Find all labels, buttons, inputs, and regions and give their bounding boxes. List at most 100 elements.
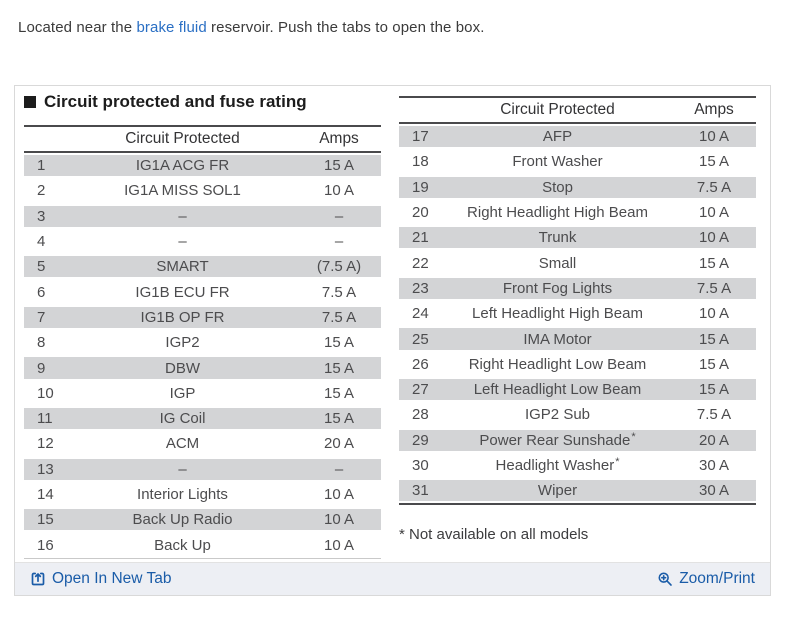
row-number: 2 bbox=[37, 182, 46, 200]
table-row: 29 Power Rear Sunshade* 20 A bbox=[399, 427, 756, 453]
amps-value: – bbox=[334, 207, 344, 225]
circuit-name: Back Up bbox=[154, 536, 211, 554]
circuit-name: Wiper bbox=[537, 482, 578, 500]
row-number: 27 bbox=[412, 381, 429, 399]
open-in-new-tab-link[interactable]: Open In New Tab bbox=[30, 570, 171, 588]
footnote-asterisk: * bbox=[615, 456, 620, 468]
row-number: 19 bbox=[412, 178, 429, 196]
amps-value: 7.5 A bbox=[696, 406, 732, 424]
table-row: 22 Small 15 A bbox=[399, 250, 756, 275]
table-row: 12 ACM 20 A bbox=[24, 431, 381, 456]
amps-value: 15 A bbox=[323, 334, 355, 352]
amps-value: 10 A bbox=[323, 511, 355, 529]
circuit-name: IGP2 bbox=[165, 334, 200, 352]
panel-title: Circuit protected and fuse rating bbox=[24, 92, 307, 112]
table-row: 28 IGP2 Sub 7.5 A bbox=[399, 402, 756, 427]
table-row: 11 IG Coil 15 A bbox=[24, 405, 381, 432]
circuit-name: Trunk bbox=[538, 229, 577, 247]
row-number: 22 bbox=[412, 254, 429, 272]
circuit-name: Front Fog Lights bbox=[502, 279, 613, 297]
table-row: 17 AFP 10 A bbox=[399, 124, 756, 150]
table-row: 26 Right Headlight Low Beam 15 A bbox=[399, 352, 756, 377]
circuit-name: Interior Lights bbox=[137, 486, 228, 503]
amps-value: 15 A bbox=[698, 153, 730, 171]
table-row: 15 Back Up Radio 10 A bbox=[24, 507, 381, 533]
amps-value: 15 A bbox=[323, 157, 355, 175]
row-number: 1 bbox=[37, 157, 46, 175]
circuit-name: Power Rear Sunshade* bbox=[479, 430, 636, 449]
zoom-print-link[interactable]: Zoom/Print bbox=[657, 570, 755, 588]
amps-value: 15 A bbox=[698, 381, 730, 399]
table-row: 23 Front Fog Lights 7.5 A bbox=[399, 275, 756, 302]
footnote-asterisk: * bbox=[631, 430, 636, 443]
header-amps: Amps bbox=[694, 101, 734, 118]
zoom-in-icon bbox=[657, 571, 673, 587]
circuit-name: IMA Motor bbox=[523, 330, 592, 348]
row-number: 25 bbox=[412, 330, 429, 348]
table-row: 19 Stop 7.5 A bbox=[399, 174, 756, 200]
circuit-name: Headlight Washer* bbox=[495, 456, 620, 474]
table-row: 14 Interior Lights 10 A bbox=[24, 482, 381, 507]
row-number: 13 bbox=[37, 460, 54, 478]
table-row: 6 IG1B ECU FR 7.5 A bbox=[24, 279, 381, 304]
table-row: 1 IG1A ACG FR 15 A bbox=[24, 153, 381, 179]
table-row: 21 Trunk 10 A bbox=[399, 225, 756, 251]
amps-value: 7.5 A bbox=[321, 308, 357, 326]
circuit-name: DBW bbox=[165, 359, 200, 377]
row-number: 21 bbox=[412, 229, 429, 247]
table-row: 31 Wiper 30 A bbox=[399, 478, 756, 504]
zoom-print-label: Zoom/Print bbox=[679, 570, 755, 587]
header-circuit-protected: Circuit Protected bbox=[500, 101, 615, 118]
amps-value: (7.5 A) bbox=[316, 258, 362, 276]
amps-value: 15 A bbox=[323, 410, 355, 428]
table-body-right: 17 AFP 10 A 18 Front Washer 15 A 19 Stop 7.5 A 20… bbox=[399, 124, 756, 506]
row-number: 15 bbox=[37, 511, 54, 529]
row-number: 9 bbox=[37, 359, 46, 377]
table-row: 25 IMA Motor 15 A bbox=[399, 326, 756, 352]
amps-value: – bbox=[334, 233, 344, 251]
circuit-name: Right Headlight Low Beam bbox=[468, 355, 647, 373]
amps-value: 10 A bbox=[323, 182, 355, 200]
circuit-name: Left Headlight High Beam bbox=[472, 305, 643, 323]
row-number: 29 bbox=[412, 431, 429, 449]
row-number: 31 bbox=[412, 482, 429, 500]
amps-value: 15 A bbox=[323, 359, 355, 377]
amps-value: – bbox=[334, 460, 344, 478]
circuit-name: Front Washer bbox=[512, 153, 603, 171]
table-row: 24 Left Headlight High Beam 10 A bbox=[399, 301, 756, 326]
amps-value: 10 A bbox=[698, 229, 730, 247]
amps-value: 10 A bbox=[698, 128, 730, 146]
circuit-name: Back Up Radio bbox=[132, 511, 233, 529]
circuit-name: – bbox=[178, 233, 187, 251]
amps-value: 15 A bbox=[698, 355, 730, 373]
circuit-name: – bbox=[178, 460, 187, 478]
intro-prefix: Located near the bbox=[18, 19, 137, 36]
table-row: 13 – – bbox=[24, 456, 381, 482]
table-row: 20 Right Headlight High Beam 10 A bbox=[399, 200, 756, 225]
circuit-name: ACM bbox=[165, 435, 200, 453]
panel-footer: Open In New Tab Zoom/Print bbox=[15, 562, 770, 595]
row-number: 28 bbox=[412, 406, 429, 424]
amps-value: 15 A bbox=[698, 330, 730, 348]
row-number: 14 bbox=[37, 486, 54, 503]
header-circuit-protected: Circuit Protected bbox=[125, 130, 240, 147]
row-number: 24 bbox=[412, 305, 429, 323]
table-body-left: 1 IG1A ACG FR 15 A 2 IG1A MISS SOL1 10 A 3 – – 4 –… bbox=[24, 153, 381, 559]
fuse-table-right: Circuit Protected Amps 17 AFP 10 A 18 Front … bbox=[399, 96, 756, 506]
row-number: 20 bbox=[412, 204, 429, 222]
table-row: 7 IG1B OP FR 7.5 A bbox=[24, 304, 381, 331]
circuit-name: IG1A ACG FR bbox=[135, 157, 230, 175]
circuit-name: Left Headlight Low Beam bbox=[473, 381, 642, 399]
amps-value: 7.5 A bbox=[696, 279, 732, 297]
table-row: 2 IG1A MISS SOL1 10 A bbox=[24, 178, 381, 203]
table-row: 4 – – bbox=[24, 229, 381, 254]
row-number: 3 bbox=[37, 207, 46, 225]
amps-value: 20 A bbox=[323, 435, 355, 453]
circuit-name: – bbox=[178, 207, 187, 225]
row-number: 17 bbox=[412, 128, 429, 146]
fuse-rating-panel: Circuit protected and fuse rating Circui… bbox=[14, 85, 771, 596]
brake-fluid-link[interactable]: brake fluid bbox=[136, 19, 207, 36]
amps-value: 15 A bbox=[698, 254, 730, 272]
amps-value: 10 A bbox=[698, 204, 730, 222]
row-number: 12 bbox=[37, 435, 54, 453]
